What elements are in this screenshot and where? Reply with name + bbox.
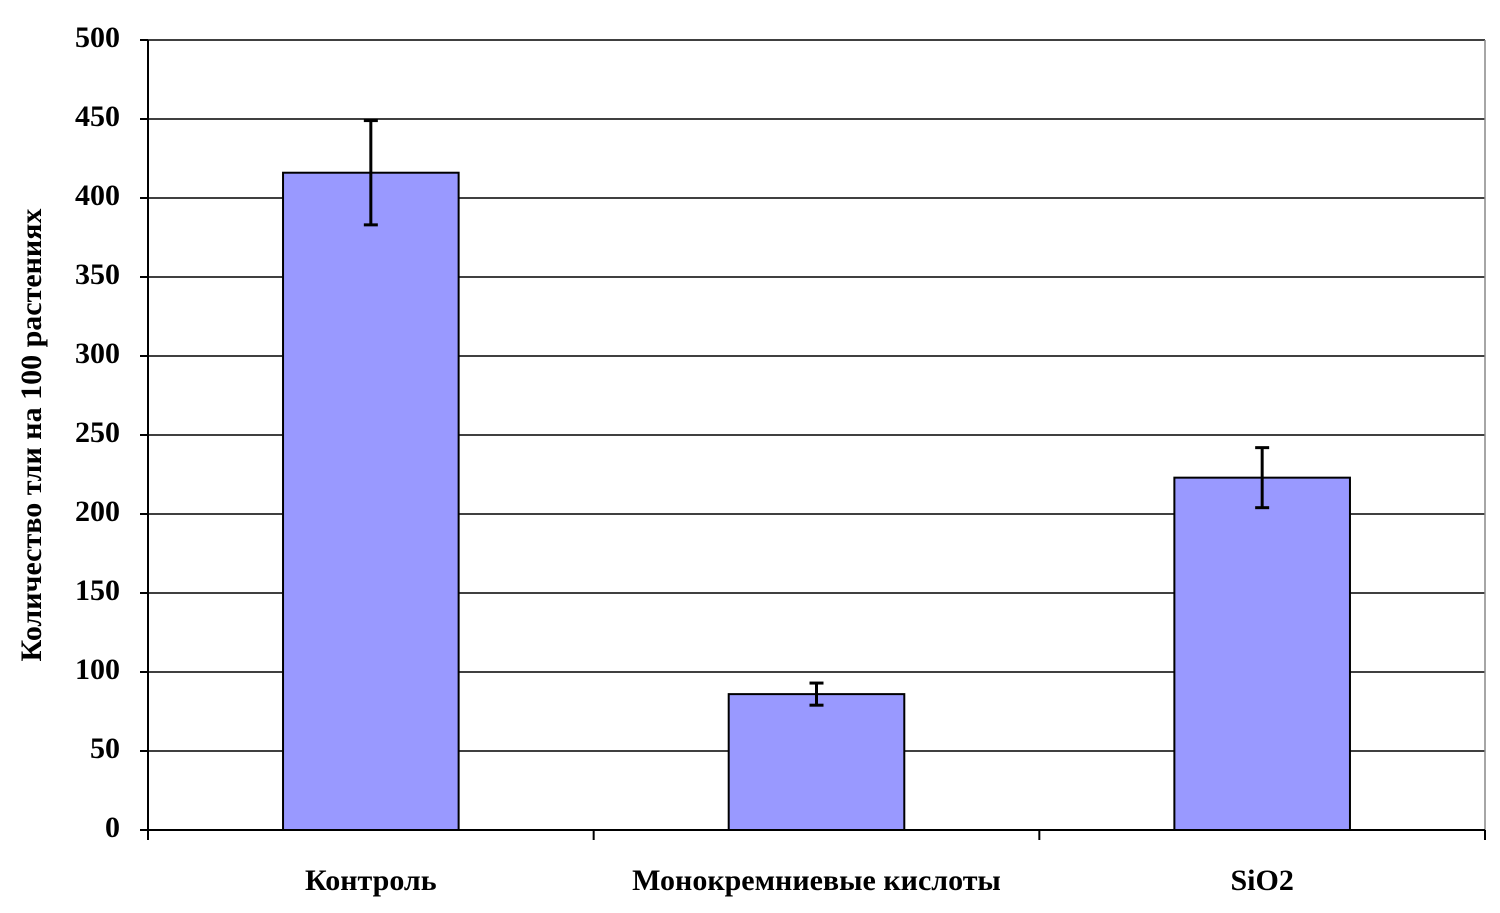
y-tick-label: 250 [75,416,120,449]
x-tick-label: Контроль [305,864,437,897]
y-tick-label: 100 [75,653,120,686]
y-tick-label: 150 [75,574,120,607]
bar [1173,476,1351,831]
y-tick-label: 450 [75,100,120,133]
y-tick-label: 0 [105,811,120,844]
x-tick-label: SiO2 [1230,864,1293,897]
y-tick-label: 200 [75,495,120,528]
y-tick-label: 50 [90,732,120,765]
y-axis-label: Количество тли на 100 растениях [15,209,48,662]
x-tick-label: Монокремниевые кислоты [632,864,1001,897]
bar [727,693,906,831]
bar [282,171,460,832]
y-tick-label: 300 [75,337,120,370]
y-tick-label: 350 [75,258,120,291]
y-tick-label: 500 [75,21,120,54]
y-tick-label: 400 [75,179,120,212]
